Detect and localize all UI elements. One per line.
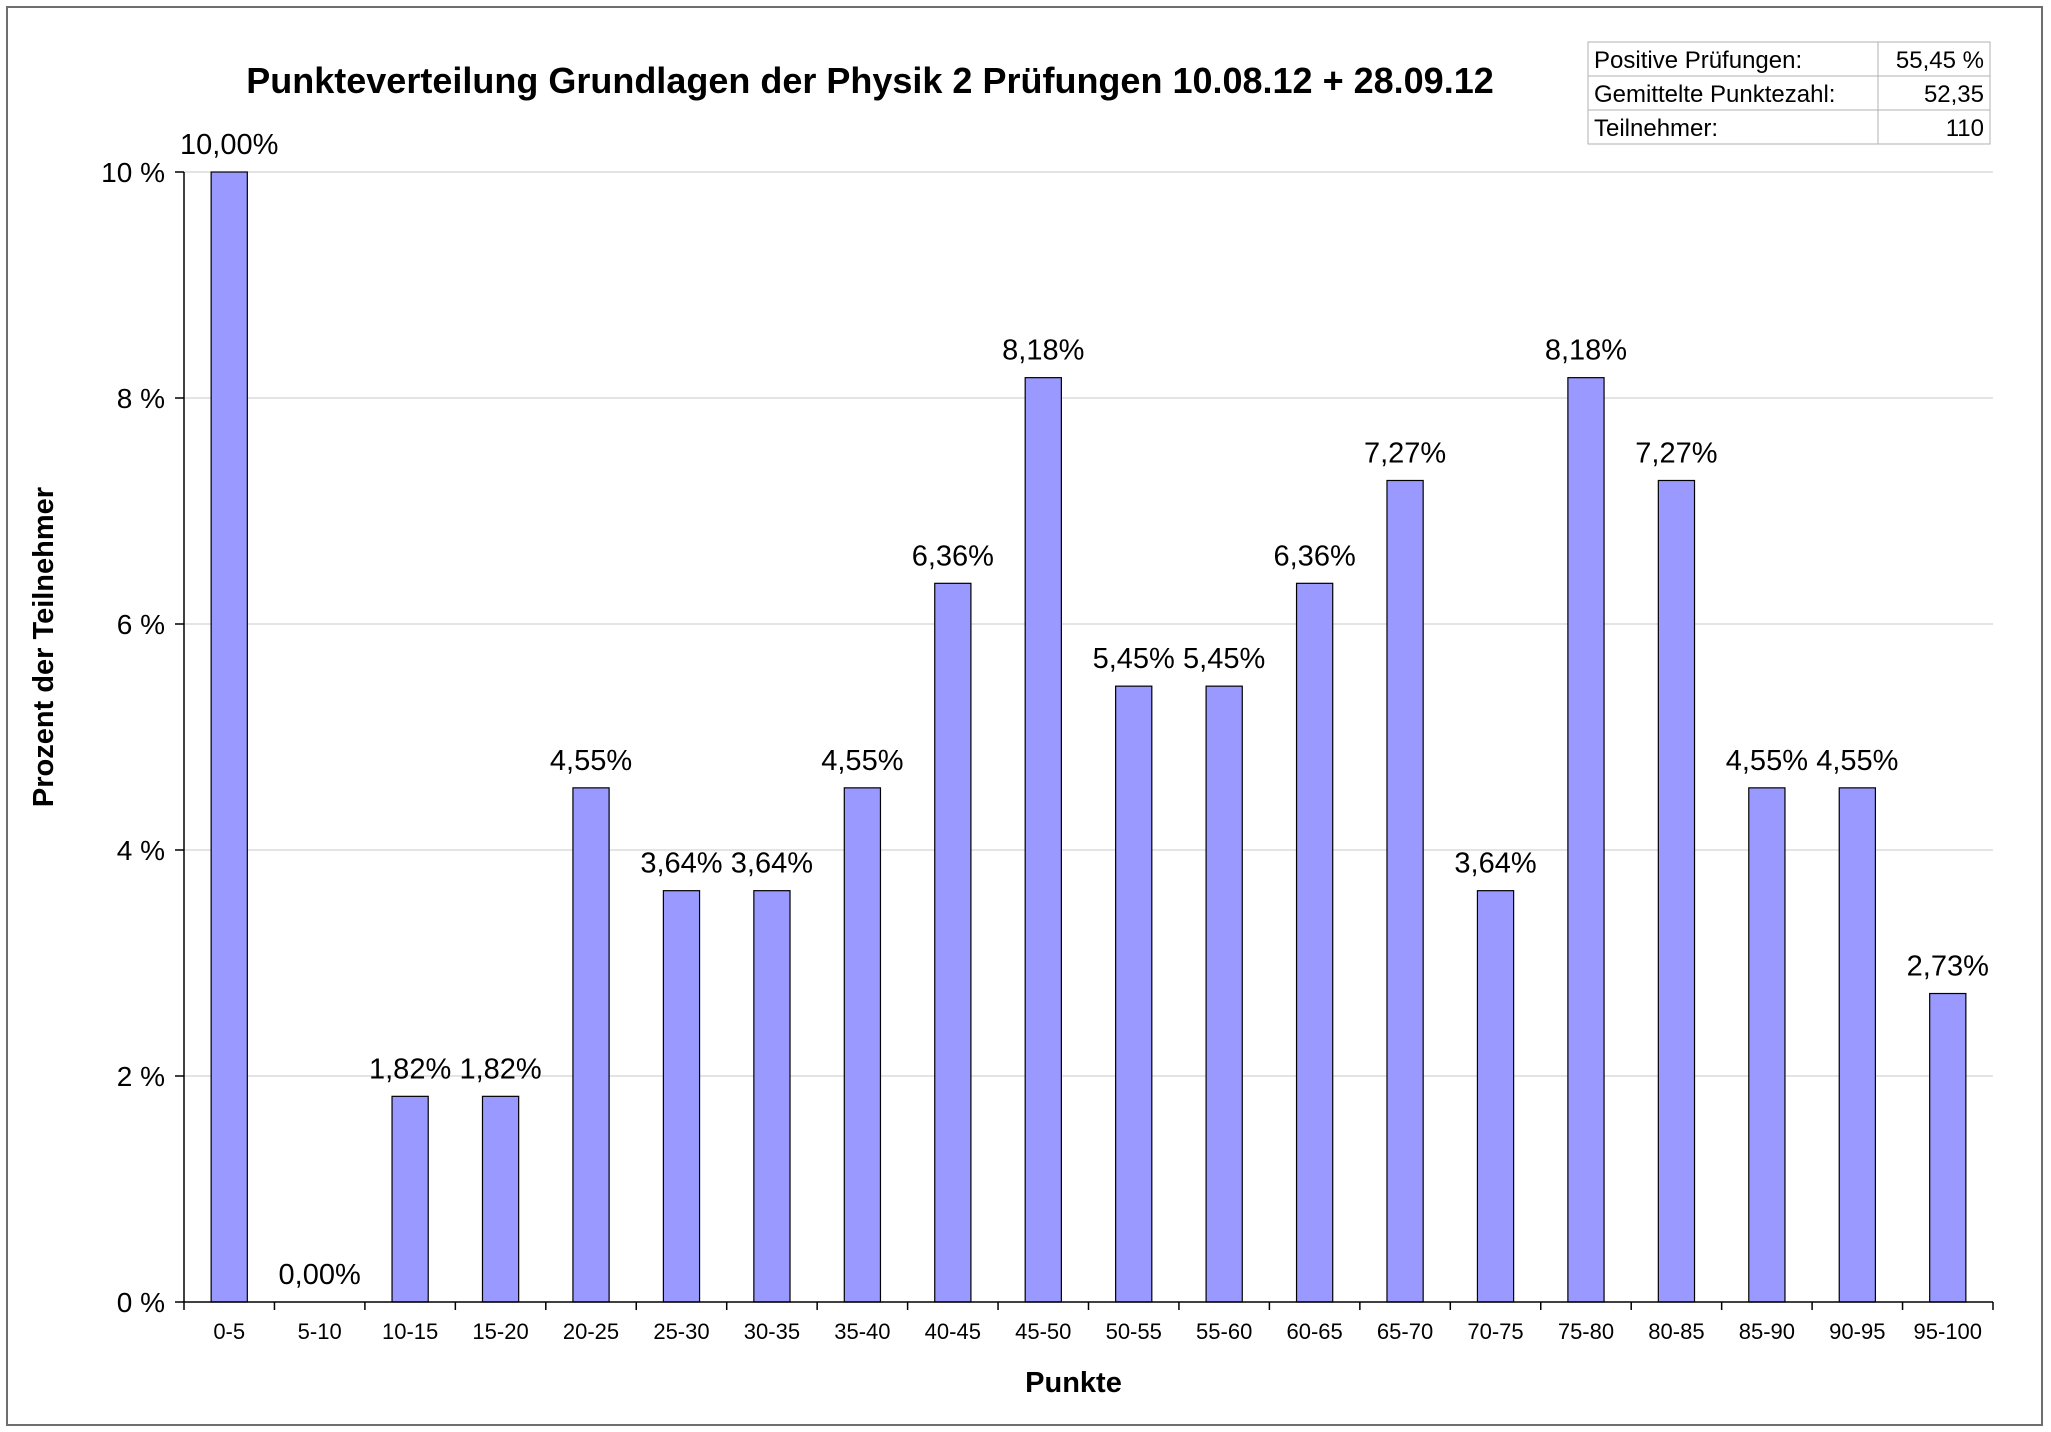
bar bbox=[934, 582, 972, 1303]
data-label: 0,00% bbox=[279, 1259, 361, 1291]
data-label: 1,82% bbox=[369, 1053, 451, 1085]
info-table-border bbox=[1587, 41, 1991, 145]
x-tick-label: 35-40 bbox=[834, 1319, 890, 1344]
x-tick-label: 20-25 bbox=[563, 1319, 619, 1344]
x-tick-label: 60-65 bbox=[1286, 1319, 1342, 1344]
bar bbox=[1205, 685, 1243, 1303]
bar bbox=[753, 890, 791, 1303]
x-tick-label: 65-70 bbox=[1377, 1319, 1433, 1344]
x-axis-title: Punkte bbox=[1025, 1367, 1122, 1399]
data-label: 3,64% bbox=[731, 848, 813, 880]
data-label: 4,55% bbox=[1726, 745, 1808, 777]
bar bbox=[1567, 377, 1605, 1303]
data-label: 7,27% bbox=[1635, 437, 1717, 469]
x-tick-label: 85-90 bbox=[1739, 1319, 1795, 1344]
chart-title: Punkteverteilung Grundlagen der Physik 2… bbox=[246, 60, 1493, 101]
x-tick-label: 55-60 bbox=[1196, 1319, 1252, 1344]
data-label: 6,36% bbox=[1274, 540, 1356, 572]
bar bbox=[210, 171, 248, 1303]
data-label: 6,36% bbox=[912, 540, 994, 572]
bar bbox=[391, 1095, 429, 1303]
bar bbox=[1657, 479, 1696, 1303]
bar bbox=[843, 787, 882, 1303]
bar bbox=[1386, 479, 1424, 1303]
data-label: 3,64% bbox=[1454, 848, 1536, 880]
x-tick-label: 75-80 bbox=[1558, 1319, 1614, 1344]
x-tick-label: 5-10 bbox=[298, 1319, 342, 1344]
bar bbox=[572, 787, 610, 1303]
bars bbox=[210, 171, 1967, 1303]
data-label: 7,27% bbox=[1364, 437, 1446, 469]
bar bbox=[1476, 890, 1515, 1303]
data-label: 3,64% bbox=[640, 848, 722, 880]
x-tick-label: 70-75 bbox=[1467, 1319, 1523, 1344]
data-label: 5,45% bbox=[1093, 643, 1175, 675]
bar bbox=[1929, 992, 1967, 1303]
info-value: 52,35 bbox=[1924, 81, 1984, 108]
bar bbox=[1748, 787, 1786, 1303]
chart-svg: 10,00% 0-5 0,00% 5-10 1,82% 10-15 1,82% 15-20 4,… bbox=[28, 41, 1994, 1399]
data-label: 5,45% bbox=[1183, 643, 1265, 675]
bar bbox=[481, 1095, 520, 1303]
info-label: Teilnehmer: bbox=[1594, 115, 1718, 142]
info-value: 55,45 % bbox=[1896, 47, 1984, 74]
x-tick-label: 15-20 bbox=[472, 1319, 528, 1344]
x-tick-label: 90-95 bbox=[1829, 1319, 1885, 1344]
bar bbox=[1115, 685, 1153, 1303]
x-tick-label: 50-55 bbox=[1106, 1319, 1162, 1344]
data-label: 10,00% bbox=[180, 129, 278, 161]
data-label: 4,55% bbox=[550, 745, 632, 777]
y-tick-label: 6 % bbox=[117, 609, 165, 640]
y-tick-label: 10 % bbox=[101, 157, 165, 188]
data-label: 1,82% bbox=[459, 1053, 541, 1085]
chart-area: 10,00% 0-5 0,00% 5-10 1,82% 10-15 1,82% 15-20 4,… bbox=[6, 6, 2043, 1426]
x-tick-label: 25-30 bbox=[653, 1319, 709, 1344]
x-tick-label: 40-45 bbox=[925, 1319, 981, 1344]
x-tick-label: 30-35 bbox=[744, 1319, 800, 1344]
y-tick-label: 0 % bbox=[117, 1287, 165, 1318]
info-value: 110 bbox=[1946, 115, 1984, 142]
y-tick-label: 8 % bbox=[117, 383, 165, 414]
y-tick-label: 4 % bbox=[117, 835, 165, 866]
data-label: 8,18% bbox=[1002, 335, 1084, 367]
info-table: Positive Prüfungen: 55,45 % Gemittelte Pun… bbox=[1587, 41, 1991, 145]
data-label: 2,73% bbox=[1907, 951, 1989, 983]
y-tick-label: 2 % bbox=[117, 1061, 165, 1092]
x-tick-label: 10-15 bbox=[382, 1319, 438, 1344]
x-tick-label: 45-50 bbox=[1015, 1319, 1071, 1344]
labels: 10,00% 0-5 0,00% 5-10 1,82% 10-15 1,82% 15-20 4,… bbox=[28, 60, 1989, 1399]
data-label: 8,18% bbox=[1545, 335, 1627, 367]
info-label: Gemittelte Punktezahl: bbox=[1594, 81, 1835, 108]
x-tick-label: 80-85 bbox=[1648, 1319, 1704, 1344]
y-axis-title: Prozent der Teilnehmer bbox=[28, 487, 60, 807]
axes bbox=[175, 171, 1994, 1310]
info-label: Positive Prüfungen: bbox=[1594, 47, 1802, 74]
bar bbox=[1295, 582, 1334, 1303]
x-tick-label: 95-100 bbox=[1914, 1319, 1983, 1344]
bar bbox=[662, 890, 701, 1303]
bar bbox=[1838, 787, 1877, 1303]
x-tick-label: 0-5 bbox=[213, 1319, 245, 1344]
gridlines bbox=[184, 171, 1993, 1077]
data-label: 4,55% bbox=[1816, 745, 1898, 777]
data-label: 4,55% bbox=[821, 745, 903, 777]
bar bbox=[1024, 377, 1062, 1303]
